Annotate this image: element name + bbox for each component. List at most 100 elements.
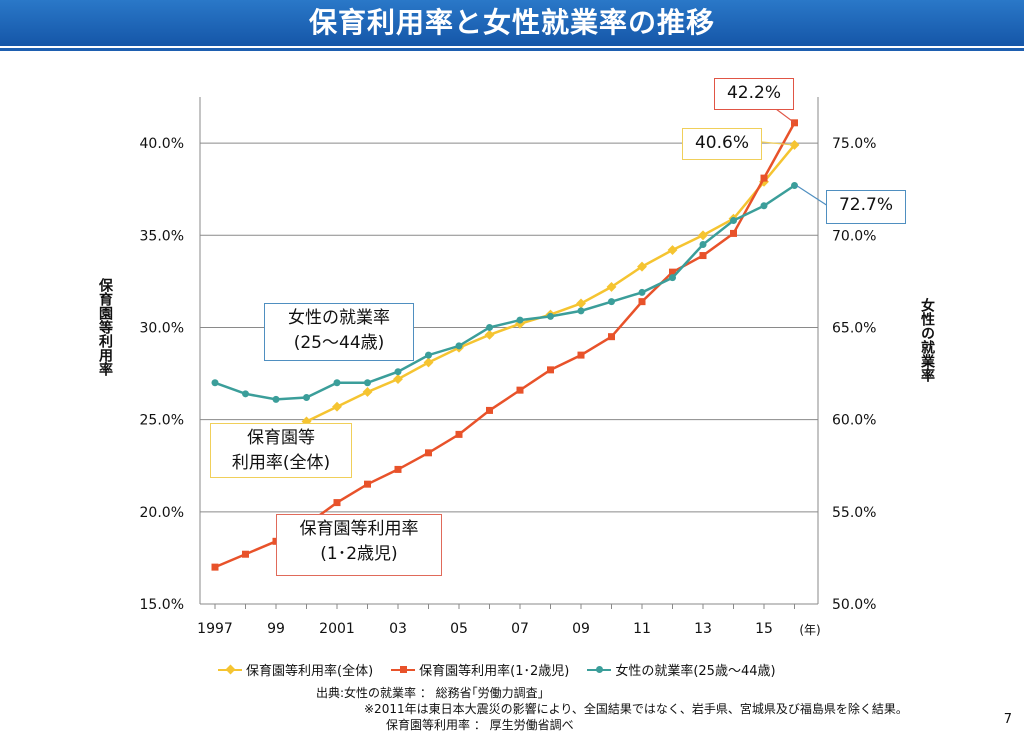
data-point-infant — [669, 268, 676, 276]
data-point-infant — [638, 298, 646, 306]
line-chart: 15.0% 50.0% 20.0% 55.0% 25.0% 60.0% 30.0% 65.0%… — [140, 97, 876, 637]
x-tick-label: 1997 — [197, 621, 233, 637]
x-tick-label: 15 — [755, 621, 773, 637]
callout-women-line2: (25～44歳) — [293, 333, 385, 353]
data-point-infant — [699, 252, 707, 260]
right-tick-label: 60.0% — [832, 413, 876, 429]
callout-value-overall: 40.6% — [682, 128, 762, 160]
x-tick-label: 03 — [389, 621, 407, 637]
data-point-women — [547, 312, 554, 320]
callout-value-infant: 42.2% — [714, 78, 794, 110]
left-tick-label: 25.0% — [140, 413, 184, 429]
data-point-infant — [516, 386, 524, 394]
legend-item-women: 女性の就業率(25歳～44歳) — [587, 660, 776, 679]
data-point-overall — [362, 387, 373, 397]
page-title: 保育利用率と女性就業率の推移 — [0, 0, 1024, 46]
data-point-overall — [423, 357, 434, 368]
data-point-women — [730, 217, 737, 225]
data-point-women — [699, 240, 707, 248]
source-note: 出典:女性の就業率 ： 総務省｢労働力調査｣ — [316, 686, 544, 700]
data-point-women — [669, 274, 676, 282]
data-point-overall — [667, 245, 678, 255]
data-point-overall — [393, 374, 403, 385]
data-point-overall — [698, 230, 708, 241]
usage-source-note: 保育園等利用率 ： 厚生労働省調べ — [386, 718, 574, 732]
data-point-infant — [730, 229, 737, 237]
x-tick-label: 09 — [572, 621, 590, 637]
data-point-women — [272, 395, 280, 403]
right-tick-label: 50.0% — [832, 597, 876, 613]
data-point-infant — [455, 430, 463, 438]
data-point-women — [608, 298, 615, 306]
legend-label-women: 女性の就業率(25歳～44歳) — [615, 664, 776, 679]
right-tick-label: 55.0% — [832, 505, 876, 521]
data-point-overall — [789, 139, 800, 150]
right-tick-label: 65.0% — [832, 320, 876, 336]
legend-label-overall: 保育園等利用率(全体) — [246, 664, 374, 679]
data-point-infant — [394, 465, 402, 473]
right-axis-label: 女性の就業率 — [918, 298, 936, 387]
callout-overall-line2: 利用率(全体) — [231, 453, 331, 473]
callout-infant-line2: (1･2歳児) — [320, 544, 398, 564]
legend-swatch-women — [587, 665, 612, 673]
callout-women-employment: 女性の就業率 (25～44歳) — [264, 303, 414, 361]
x-tick-label: 13 — [694, 621, 712, 637]
left-tick-label: 20.0% — [140, 505, 184, 521]
series-line-overall — [305, 144, 796, 423]
callout-overall-usage: 保育園等 利用率(全体) — [210, 423, 352, 478]
data-point-overall — [484, 329, 495, 340]
callout-value-women: 72.7% — [826, 190, 906, 224]
legend-item-overall: 保育園等利用率(全体) — [218, 660, 373, 679]
callout-women-line1: 女性の就業率 — [288, 308, 390, 328]
data-point-women — [760, 202, 768, 210]
x-tick-label: 2001 — [319, 621, 355, 637]
callout-infant-usage: 保育園等利用率 (1･2歳児) — [276, 514, 442, 576]
data-point-women — [516, 316, 524, 324]
data-point-infant — [211, 563, 219, 571]
left-tick-label: 35.0% — [140, 228, 184, 244]
x-tick-label: 07 — [511, 621, 529, 637]
legend-item-infant: 保育園等利用率(1･2歳児) — [391, 660, 569, 679]
left-tick-label: 15.0% — [140, 597, 184, 613]
data-point-infant — [577, 351, 585, 359]
x-tick-label: 11 — [633, 621, 651, 637]
legend-swatch-overall — [218, 664, 242, 674]
data-point-infant — [364, 480, 371, 488]
data-point-infant — [547, 366, 554, 374]
data-point-women — [211, 379, 219, 387]
disaster-note: ※2011年は東日本大震災の影響により、全国結果ではなく、岩手県、宮城県及び福島… — [364, 702, 908, 716]
data-point-overall — [606, 281, 617, 292]
data-point-women — [394, 368, 402, 376]
series-line-women — [214, 184, 796, 401]
data-point-women — [303, 394, 310, 402]
right-tick-label: 75.0% — [832, 136, 876, 152]
x-axis-unit: (年) — [799, 623, 820, 637]
data-point-infant — [760, 174, 768, 182]
data-point-overall — [576, 298, 586, 309]
data-point-women — [486, 323, 493, 331]
data-point-women — [333, 379, 341, 387]
right-tick-label: 70.0% — [832, 228, 876, 244]
data-point-infant — [333, 499, 341, 507]
x-tick-label: 99 — [267, 621, 285, 637]
leader-women — [796, 184, 829, 207]
left-axis-label-text: 保育園等利用率 — [97, 278, 113, 376]
callout-infant-line1: 保育園等利用率 — [299, 519, 419, 539]
x-tick-label: 05 — [450, 621, 468, 637]
right-axis-label-text: 女性の就業率 — [919, 298, 935, 382]
title-underline — [0, 48, 1024, 51]
data-point-women — [577, 307, 585, 315]
legend-swatch-infant — [391, 665, 416, 673]
leader-overall — [761, 141, 793, 146]
chart-legend: 保育園等利用率(全体) 保育園等利用率(1･2歳児) 女性の就業率(25歳～44… — [218, 660, 776, 679]
left-axis-label: 保育園等利用率 — [96, 278, 114, 381]
data-point-women — [638, 288, 646, 296]
callout-overall-line1: 保育園等 — [247, 428, 315, 448]
data-point-women — [425, 351, 432, 359]
data-point-infant — [486, 406, 493, 414]
data-point-women — [455, 342, 463, 350]
data-point-infant — [242, 550, 249, 558]
data-point-women — [364, 379, 371, 387]
data-point-women — [242, 390, 249, 398]
page-number: 7 — [1003, 712, 1012, 727]
